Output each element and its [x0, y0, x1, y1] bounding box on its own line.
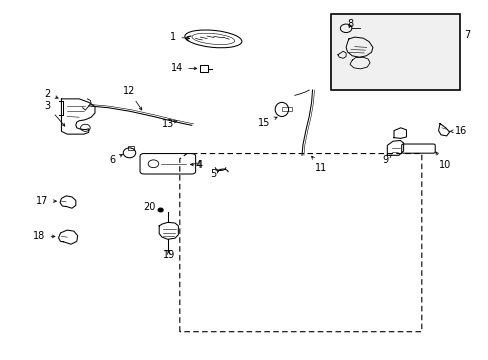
Text: 16: 16: [449, 126, 467, 136]
Text: 9: 9: [381, 154, 391, 165]
Text: 4: 4: [195, 160, 202, 170]
Text: 13: 13: [162, 118, 177, 129]
Text: 6: 6: [109, 154, 122, 165]
Bar: [200, 65, 207, 72]
Bar: [330, 14, 459, 90]
Bar: [127, 147, 134, 150]
Text: 5: 5: [210, 168, 219, 179]
Circle shape: [158, 208, 163, 212]
Text: 8: 8: [346, 19, 352, 29]
Text: 11: 11: [311, 156, 327, 173]
Text: 12: 12: [122, 86, 142, 110]
Text: 3: 3: [44, 101, 65, 126]
Text: 19: 19: [163, 250, 175, 260]
Text: 2: 2: [44, 89, 58, 99]
Text: 17: 17: [36, 196, 56, 206]
Text: 18: 18: [33, 231, 55, 242]
Text: 10: 10: [435, 152, 450, 170]
Text: 20: 20: [143, 202, 156, 212]
Text: 1: 1: [170, 32, 189, 42]
Bar: [281, 107, 292, 111]
Text: 15: 15: [257, 117, 277, 128]
Text: 4: 4: [190, 160, 203, 170]
Text: 14: 14: [171, 63, 196, 73]
Text: 7: 7: [463, 30, 469, 40]
